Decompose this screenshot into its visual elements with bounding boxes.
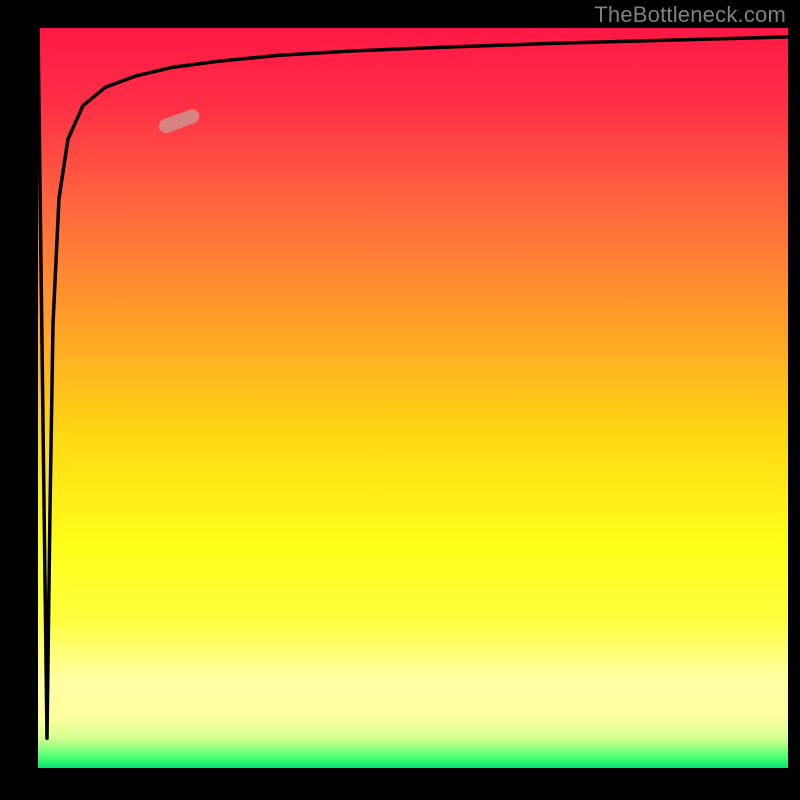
plot-area: [38, 28, 788, 768]
curve-marker: [157, 107, 201, 135]
chart-svg-layer: [38, 28, 788, 768]
watermark-text: TheBottleneck.com: [594, 2, 786, 28]
bottleneck-curve: [38, 28, 788, 738]
